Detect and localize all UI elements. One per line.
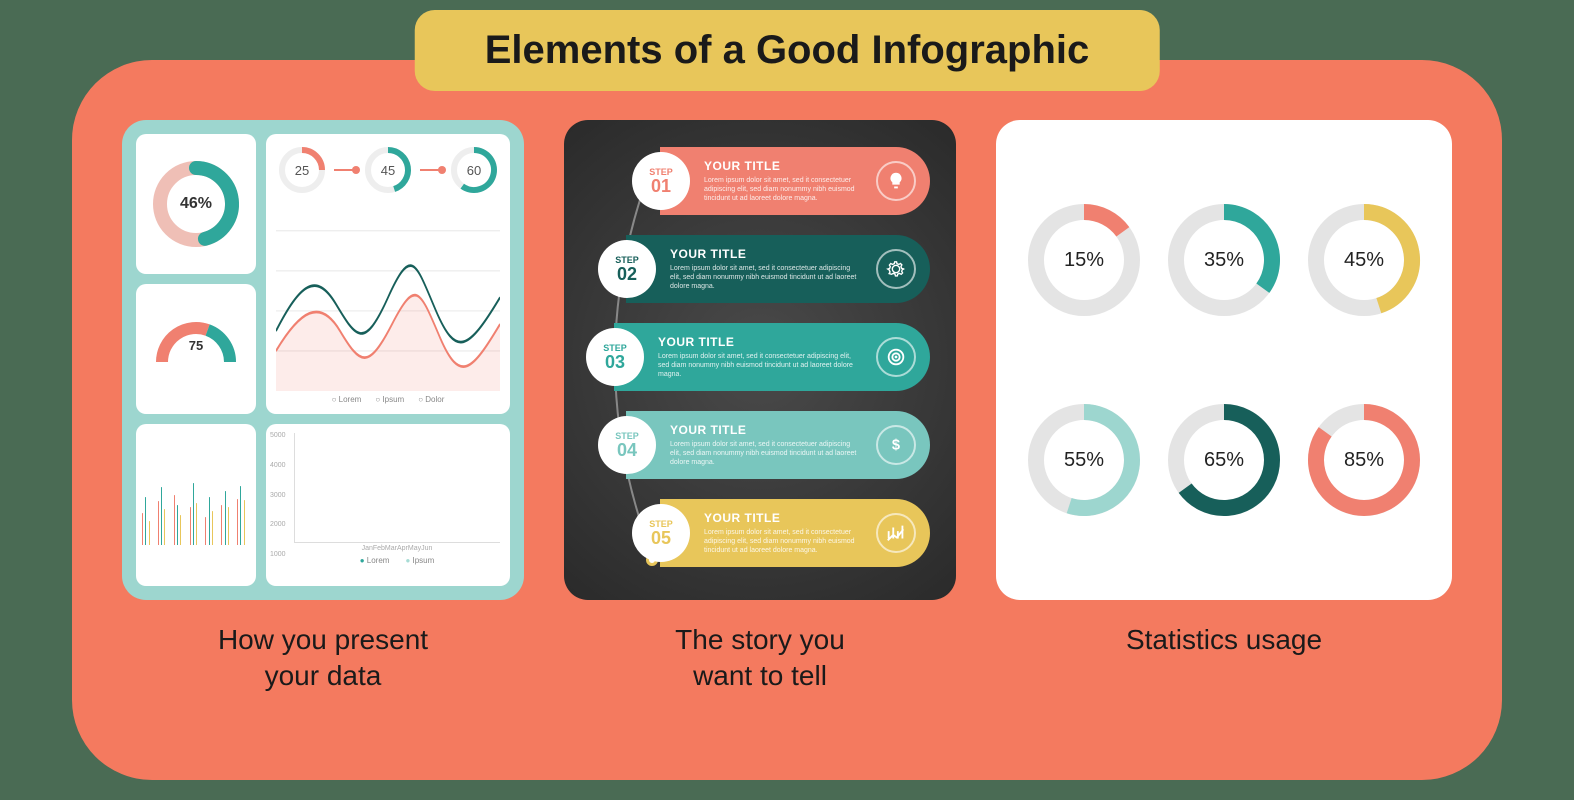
stat-ring-label: 65%	[1164, 400, 1284, 520]
stat-ring-label: 45%	[1304, 200, 1424, 320]
dashboard-big-donut: 46%	[136, 134, 256, 274]
step-row-01: STEP01 YOUR TITLE Lorem ipsum dolor sit am…	[584, 144, 930, 218]
step-number: 04	[617, 441, 637, 459]
stat-ring-label: 55%	[1024, 400, 1144, 520]
dashboard-gauge: 75	[136, 284, 256, 414]
bulb-icon	[876, 161, 916, 201]
gear-icon	[876, 249, 916, 289]
target-icon	[876, 337, 916, 377]
stat-ring: 35%	[1164, 200, 1284, 320]
step-badge: STEP01	[632, 152, 690, 210]
step-number: 05	[651, 529, 671, 547]
gauge-label: 75	[189, 338, 203, 353]
stat-ring: 15%	[1024, 200, 1144, 320]
big-donut-label: 46%	[180, 195, 212, 213]
stat-ring-label: 15%	[1024, 200, 1144, 320]
connector-line	[420, 169, 442, 171]
mini-donut-row: 25 45 60	[276, 144, 500, 196]
step-badge: STEP05	[632, 504, 690, 562]
connector-line	[334, 169, 356, 171]
chart-icon	[876, 513, 916, 553]
dashboard-bar-chart: 50004000300020001000 JanFebMarAprMayJun …	[266, 424, 510, 586]
step-desc: Lorem ipsum dolor sit amet, sed it conse…	[704, 176, 860, 203]
stats-card: 15%35%45% 55%65%85%	[996, 120, 1452, 600]
wave-chart	[276, 204, 500, 391]
mini-donut: 45	[362, 144, 414, 196]
stat-ring: 65%	[1164, 400, 1284, 520]
wave-legend: LoremIpsumDolor	[332, 395, 445, 404]
step-title: YOUR TITLE	[658, 335, 860, 349]
step-title: YOUR TITLE	[704, 511, 860, 525]
stat-ring: 55%	[1024, 400, 1144, 520]
step-number: 02	[617, 265, 637, 283]
caption-1: How you presentyour data	[218, 622, 428, 695]
stat-ring: 85%	[1304, 400, 1424, 520]
step-pill: YOUR TITLE Lorem ipsum dolor sit amet, se…	[626, 411, 930, 479]
step-badge: STEP04	[598, 416, 656, 474]
column-story: STEP01 YOUR TITLE Lorem ipsum dolor sit am…	[564, 120, 956, 750]
step-number: 01	[651, 177, 671, 195]
step-desc: Lorem ipsum dolor sit amet, sed it conse…	[670, 264, 860, 291]
step-title: YOUR TITLE	[670, 247, 860, 261]
step-pill: YOUR TITLE Lorem ipsum dolor sit amet, se…	[660, 499, 930, 567]
step-row-03: STEP03 YOUR TITLE Lorem ipsum dolor sit am…	[584, 320, 930, 394]
step-pill: YOUR TITLE Lorem ipsum dolor sit amet, se…	[614, 323, 930, 391]
step-badge: STEP02	[598, 240, 656, 298]
column-present-data: 46% 75 25 45 60 LoremIpsumDolor 5000400030…	[122, 120, 524, 750]
step-pill: YOUR TITLE Lorem ipsum dolor sit amet, se…	[660, 147, 930, 215]
stat-ring: 45%	[1304, 200, 1424, 320]
step-desc: Lorem ipsum dolor sit amet, sed it conse…	[658, 352, 860, 379]
step-row-05: STEP05 YOUR TITLE Lorem ipsum dolor sit am…	[584, 496, 930, 570]
svg-text:$: $	[892, 438, 900, 454]
dollar-icon: $	[876, 425, 916, 465]
step-title: YOUR TITLE	[704, 159, 860, 173]
mini-donut: 25	[276, 144, 328, 196]
dashboard-card: 46% 75 25 45 60 LoremIpsumDolor 5000400030…	[122, 120, 524, 600]
steps-card: STEP01 YOUR TITLE Lorem ipsum dolor sit am…	[564, 120, 956, 600]
caption-3: Statistics usage	[1126, 622, 1322, 658]
main-panel: 46% 75 25 45 60 LoremIpsumDolor 5000400030…	[72, 60, 1502, 780]
step-row-04: STEP04 YOUR TITLE Lorem ipsum dolor sit am…	[584, 408, 930, 482]
step-number: 03	[605, 353, 625, 371]
step-row-02: STEP02 YOUR TITLE Lorem ipsum dolor sit am…	[584, 232, 930, 306]
stat-ring-label: 85%	[1304, 400, 1424, 520]
dashboard-mini-bars	[136, 424, 256, 586]
main-title: Elements of a Good Infographic	[415, 10, 1160, 91]
stat-ring-label: 35%	[1164, 200, 1284, 320]
step-pill: YOUR TITLE Lorem ipsum dolor sit amet, se…	[626, 235, 930, 303]
step-badge: STEP03	[586, 328, 644, 386]
step-desc: Lorem ipsum dolor sit amet, sed it conse…	[704, 528, 860, 555]
caption-2: The story youwant to tell	[675, 622, 845, 695]
dashboard-wave-tile: 25 45 60 LoremIpsumDolor	[266, 134, 510, 414]
step-desc: Lorem ipsum dolor sit amet, sed it conse…	[670, 440, 860, 467]
column-stats: 15%35%45% 55%65%85% Statistics usage	[996, 120, 1452, 750]
step-title: YOUR TITLE	[670, 423, 860, 437]
mini-donut: 60	[448, 144, 500, 196]
